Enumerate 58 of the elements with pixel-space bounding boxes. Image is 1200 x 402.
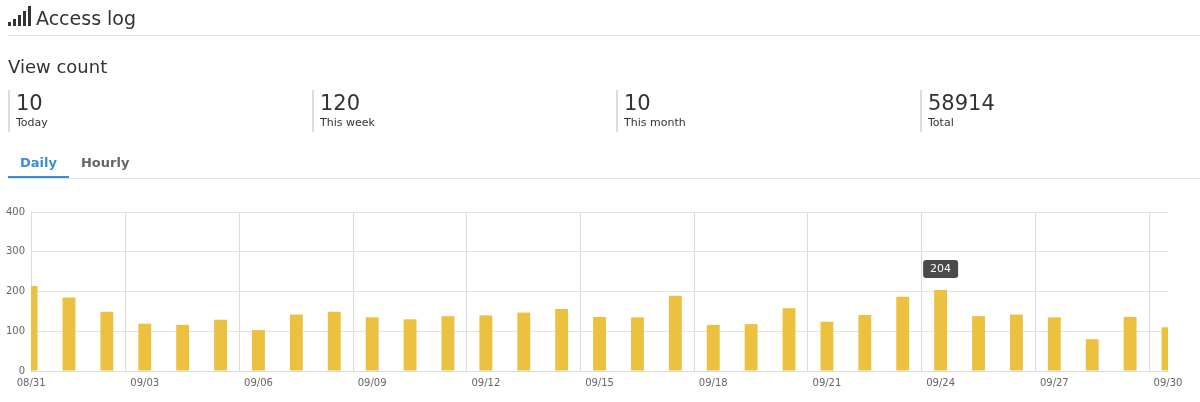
bar bbox=[820, 321, 834, 371]
bar bbox=[706, 324, 720, 371]
bar bbox=[252, 330, 265, 371]
bar bbox=[1123, 316, 1137, 371]
x-tick-label: 09/21 bbox=[812, 376, 842, 388]
x-tick-label: 08/31 bbox=[16, 376, 46, 388]
text: Hourly bbox=[79, 155, 131, 172]
bar bbox=[517, 312, 531, 371]
bar bbox=[1009, 314, 1023, 371]
bar bbox=[176, 324, 190, 371]
text: 10 bbox=[624, 90, 652, 116]
data-label: 204 bbox=[930, 261, 952, 275]
bar bbox=[782, 308, 796, 371]
text: This month bbox=[624, 116, 686, 130]
x-tick-label: 09/24 bbox=[926, 376, 956, 388]
y-tick-label: 100 bbox=[5, 324, 26, 336]
x-tick-label: 09/06 bbox=[244, 376, 273, 388]
bar bbox=[858, 314, 872, 371]
bar bbox=[403, 319, 417, 371]
bar bbox=[1047, 317, 1061, 371]
bar bbox=[479, 315, 493, 371]
bar bbox=[214, 319, 228, 371]
bar bbox=[289, 314, 303, 371]
y-tick-label: 0 bbox=[18, 364, 26, 376]
bar bbox=[441, 316, 455, 371]
bar bbox=[555, 308, 569, 371]
text: 120 bbox=[320, 90, 362, 116]
text: This week bbox=[320, 116, 375, 130]
y-tick-label: 300 bbox=[5, 245, 26, 257]
bar bbox=[934, 289, 948, 371]
text: 10 bbox=[16, 90, 44, 116]
text: Today bbox=[16, 116, 48, 130]
x-tick-label: 09/15 bbox=[585, 376, 614, 388]
y-tick-label: 400 bbox=[5, 205, 26, 217]
x-tick-label: 09/18 bbox=[698, 376, 728, 388]
text: 58914 bbox=[928, 90, 995, 116]
x-tick-label: 09/03 bbox=[130, 376, 160, 388]
bar bbox=[365, 317, 379, 371]
text: Total bbox=[928, 116, 955, 130]
x-tick-label: 09/12 bbox=[471, 376, 501, 388]
x-tick-label: 09/30 bbox=[1153, 376, 1183, 388]
bar bbox=[100, 311, 114, 371]
bar bbox=[972, 316, 985, 371]
bar bbox=[327, 311, 341, 371]
bar bbox=[896, 296, 910, 371]
bar bbox=[1085, 339, 1099, 371]
x-tick-label: 09/27 bbox=[1039, 376, 1069, 388]
x-tick-label: 09/09 bbox=[357, 376, 387, 388]
text: Daily bbox=[8, 155, 69, 179]
chart-subtitle: View count bbox=[8, 56, 108, 77]
bar bbox=[62, 297, 76, 371]
y-tick-label: 200 bbox=[5, 285, 26, 297]
bar bbox=[744, 324, 758, 371]
chart-title: Access log bbox=[36, 7, 137, 29]
bar bbox=[138, 323, 152, 371]
bar bbox=[593, 316, 606, 371]
bar bbox=[631, 317, 644, 371]
bar bbox=[668, 295, 682, 371]
